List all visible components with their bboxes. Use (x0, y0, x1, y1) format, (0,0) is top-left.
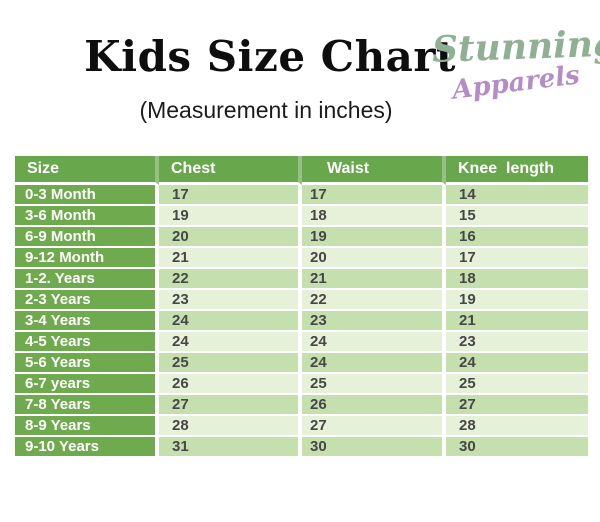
waist-value: 17 (302, 185, 446, 206)
size-cell: 4-5 Years (15, 332, 159, 353)
size-cell: 9-10 Years (15, 437, 159, 458)
table-row: 3-4 Years 24 23 21 (15, 311, 588, 332)
table-header: Size Chest Waist Knee length (15, 156, 588, 185)
knee-length-value: 18 (446, 269, 588, 290)
knee-length-value: 15 (446, 206, 588, 227)
table-row: 9-10 Years 31 30 30 (15, 437, 588, 458)
waist-value: 30 (302, 437, 446, 458)
table-row: 2-3 Years 23 22 19 (15, 290, 588, 311)
size-cell: 0-3 Month (15, 185, 159, 206)
column-header-size: Size (15, 156, 159, 185)
knee-length-value: 14 (446, 185, 588, 206)
knee-length-value: 27 (446, 395, 588, 416)
knee-length-value: 25 (446, 374, 588, 395)
waist-value: 20 (302, 248, 446, 269)
size-cell: 8-9 Years (15, 416, 159, 437)
size-cell: 6-9 Month (15, 227, 159, 248)
knee-length-value: 17 (446, 248, 588, 269)
size-table-body: 0-3 Month 17 17 14 3-6 Month 19 18 15 6-9 Month 2… (15, 185, 588, 458)
knee-length-value: 21 (446, 311, 588, 332)
knee-length-value: 19 (446, 290, 588, 311)
measurement-unit-note: (Measurement in inches) (139, 97, 393, 123)
chest-value: 28 (159, 416, 302, 437)
size-cell: 5-6 Years (15, 353, 159, 374)
waist-value: 27 (302, 416, 446, 437)
table-row: 6-9 Month 20 19 16 (15, 227, 588, 248)
knee-length-value: 24 (446, 353, 588, 374)
table-row: 3-6 Month 19 18 15 (15, 206, 588, 227)
chest-value: 22 (159, 269, 302, 290)
column-header-waist: Waist (302, 156, 446, 185)
size-cell: 3-6 Month (15, 206, 159, 227)
waist-value: 19 (302, 227, 446, 248)
waist-value: 21 (302, 269, 446, 290)
chest-value: 27 (159, 395, 302, 416)
size-cell: 9-12 Month (15, 248, 159, 269)
page-title: Kids Size Chart (84, 32, 456, 81)
waist-value: 24 (302, 332, 446, 353)
brand-logo: Stunning Apparels (431, 22, 600, 105)
knee-length-value: 16 (446, 227, 588, 248)
waist-value: 22 (302, 290, 446, 311)
chest-value: 31 (159, 437, 302, 458)
table-row: 5-6 Years 25 24 24 (15, 353, 588, 374)
chest-value: 19 (159, 206, 302, 227)
table-header-row: Size Chest Waist Knee length (15, 156, 588, 185)
size-cell: 3-4 Years (15, 311, 159, 332)
chest-value: 26 (159, 374, 302, 395)
table-row: 9-12 Month 21 20 17 (15, 248, 588, 269)
chest-value: 17 (159, 185, 302, 206)
column-header-chest: Chest (159, 156, 302, 185)
table-row: 1-2. Years 22 21 18 (15, 269, 588, 290)
size-cell: 6-7 years (15, 374, 159, 395)
waist-value: 26 (302, 395, 446, 416)
chest-value: 24 (159, 332, 302, 353)
knee-length-value: 30 (446, 437, 588, 458)
table-row: 7-8 Years 27 26 27 (15, 395, 588, 416)
column-header-knee-length: Knee length (446, 156, 588, 185)
waist-value: 24 (302, 353, 446, 374)
knee-length-value: 23 (446, 332, 588, 353)
table-row: 6-7 years 26 25 25 (15, 374, 588, 395)
table-row: 4-5 Years 24 24 23 (15, 332, 588, 353)
table-row: 0-3 Month 17 17 14 (15, 185, 588, 206)
size-cell: 2-3 Years (15, 290, 159, 311)
kids-size-table: Size Chest Waist Knee length 0-3 Month 17… (15, 156, 588, 458)
chest-value: 21 (159, 248, 302, 269)
table-row: 8-9 Years 28 27 28 (15, 416, 588, 437)
chest-value: 23 (159, 290, 302, 311)
size-cell: 7-8 Years (15, 395, 159, 416)
waist-value: 23 (302, 311, 446, 332)
knee-length-value: 28 (446, 416, 588, 437)
chest-value: 25 (159, 353, 302, 374)
size-cell: 1-2. Years (15, 269, 159, 290)
chest-value: 24 (159, 311, 302, 332)
waist-value: 18 (302, 206, 446, 227)
waist-value: 25 (302, 374, 446, 395)
chest-value: 20 (159, 227, 302, 248)
